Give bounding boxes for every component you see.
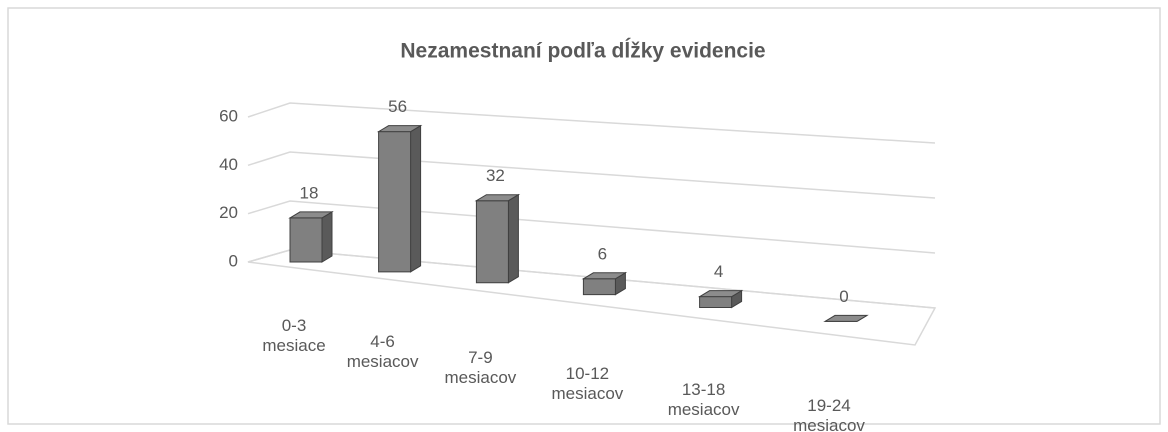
bar-side xyxy=(507,193,519,284)
x-tick-label: 4-6 mesiacov xyxy=(346,332,419,371)
grid-line xyxy=(247,102,936,144)
x-tick-label: 19-24 mesiacov xyxy=(793,396,865,432)
value-label: 6 xyxy=(598,244,607,263)
bar-front xyxy=(475,200,509,284)
bar-front xyxy=(699,296,733,308)
value-label: 32 xyxy=(486,166,505,185)
grid-line xyxy=(247,200,936,254)
bar-side xyxy=(321,211,333,263)
y-tick-label: 40 xyxy=(219,155,238,174)
bar-front xyxy=(289,217,323,263)
value-label: 0 xyxy=(839,287,848,306)
value-label: 56 xyxy=(388,97,407,116)
grid-line xyxy=(247,151,936,199)
y-tick-label: 0 xyxy=(229,251,238,270)
bar-top xyxy=(376,125,423,133)
bar-top xyxy=(288,211,334,219)
x-tick-label: 7-9 mesiacov xyxy=(444,348,517,387)
bar-front xyxy=(582,278,616,296)
x-tick-label: 13-18 mesiacov xyxy=(667,380,740,419)
value-label: 18 xyxy=(300,183,319,202)
x-tick-label: 10-12 mesiacov xyxy=(551,364,624,403)
bar-front xyxy=(378,131,412,273)
value-label: 4 xyxy=(714,262,723,281)
bar-top xyxy=(474,194,521,202)
bar-side xyxy=(410,124,422,273)
chart-title: Nezamestnaní podľa dĺžky evidencie xyxy=(400,39,765,63)
chart-border xyxy=(7,7,1161,425)
y-tick-label: 20 xyxy=(219,203,238,222)
bar-top xyxy=(581,272,628,280)
x-tick-label: 0-3 mesiace xyxy=(262,316,326,355)
bar-top xyxy=(697,290,744,298)
y-tick-label: 60 xyxy=(219,106,238,125)
bar-top xyxy=(823,314,869,322)
